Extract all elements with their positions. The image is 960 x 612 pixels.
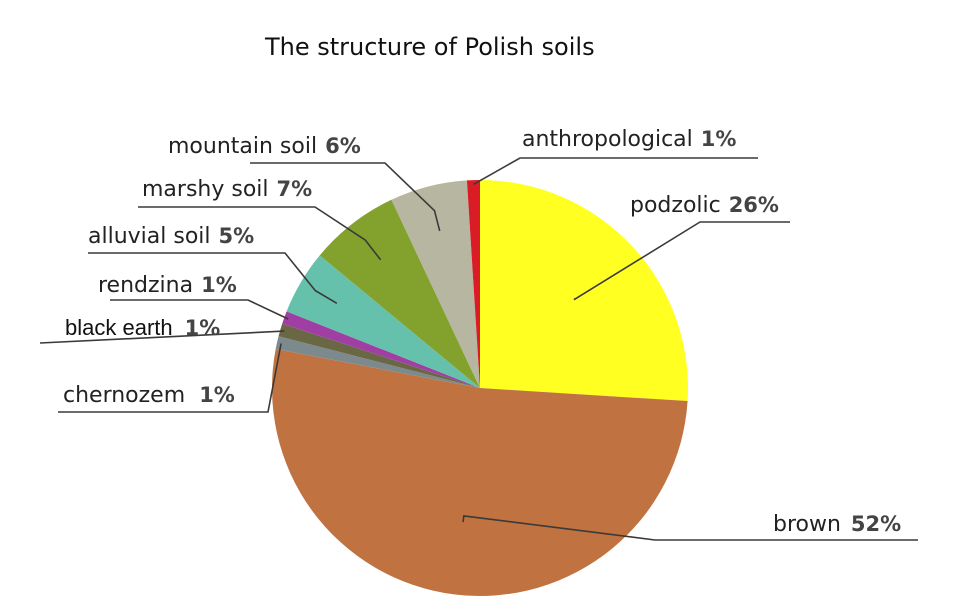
pie-slice-marshy-soil (319, 199, 480, 388)
pie-slice-rendzina (282, 311, 480, 388)
leader-line-mountain-soil (250, 162, 441, 232)
slice-value-mountain-soil: 6% (325, 134, 361, 158)
slice-value-chernozem: 1% (199, 383, 235, 407)
leader-line-chernozem (58, 343, 282, 413)
slice-value-black-earth: 1% (185, 316, 221, 340)
pie-slice-mountain-soil (391, 180, 480, 388)
leader-line-marshy-soil (138, 206, 382, 261)
slice-value-anthropological: 1% (701, 127, 737, 151)
slice-value-marshy-soil: 7% (277, 177, 313, 201)
leader-line-black-earth (39, 330, 285, 344)
chart-title: The structure of Polish soils (264, 33, 595, 61)
pie-slice-anthropological (466, 180, 480, 388)
slice-label-anthropological: anthropological (522, 127, 693, 152)
slice-value-rendzina: 1% (201, 273, 237, 297)
slice-label-podzolic: podzolic (630, 193, 721, 218)
slice-value-brown: 52% (851, 512, 901, 536)
pie-slice-podzolic (480, 180, 689, 402)
slice-label-chernozem: chernozem (63, 383, 185, 408)
slice-label-rendzina: rendzina (98, 273, 193, 298)
leader-line-anthropological (473, 157, 758, 185)
slice-label-alluvial-soil: alluvial soil (88, 224, 211, 249)
pie-slice-brown (272, 349, 688, 596)
leader-lines (39, 157, 918, 541)
pie-slices (272, 180, 689, 596)
pie-slice-black-earth (278, 323, 480, 388)
slice-labels: podzolic 26% brown 52% chernozem 1% black eart… (63, 127, 901, 537)
slice-label-brown: brown (773, 512, 841, 537)
leader-line-brown (462, 515, 918, 541)
slice-label-mountain-soil: mountain soil (168, 134, 317, 159)
slice-value-podzolic: 26% (729, 193, 779, 217)
leader-line-podzolic (573, 221, 790, 301)
slice-label-marshy-soil: marshy soil (142, 177, 269, 202)
slice-value-alluvial-soil: 5% (219, 224, 255, 248)
leader-line-rendzina (110, 299, 289, 320)
pie-slice-chernozem (275, 336, 480, 388)
leader-line-alluvial-soil (88, 252, 338, 304)
slice-label-black-earth: black earth (65, 315, 173, 340)
pie-slice-alluvial-soil (286, 255, 480, 388)
